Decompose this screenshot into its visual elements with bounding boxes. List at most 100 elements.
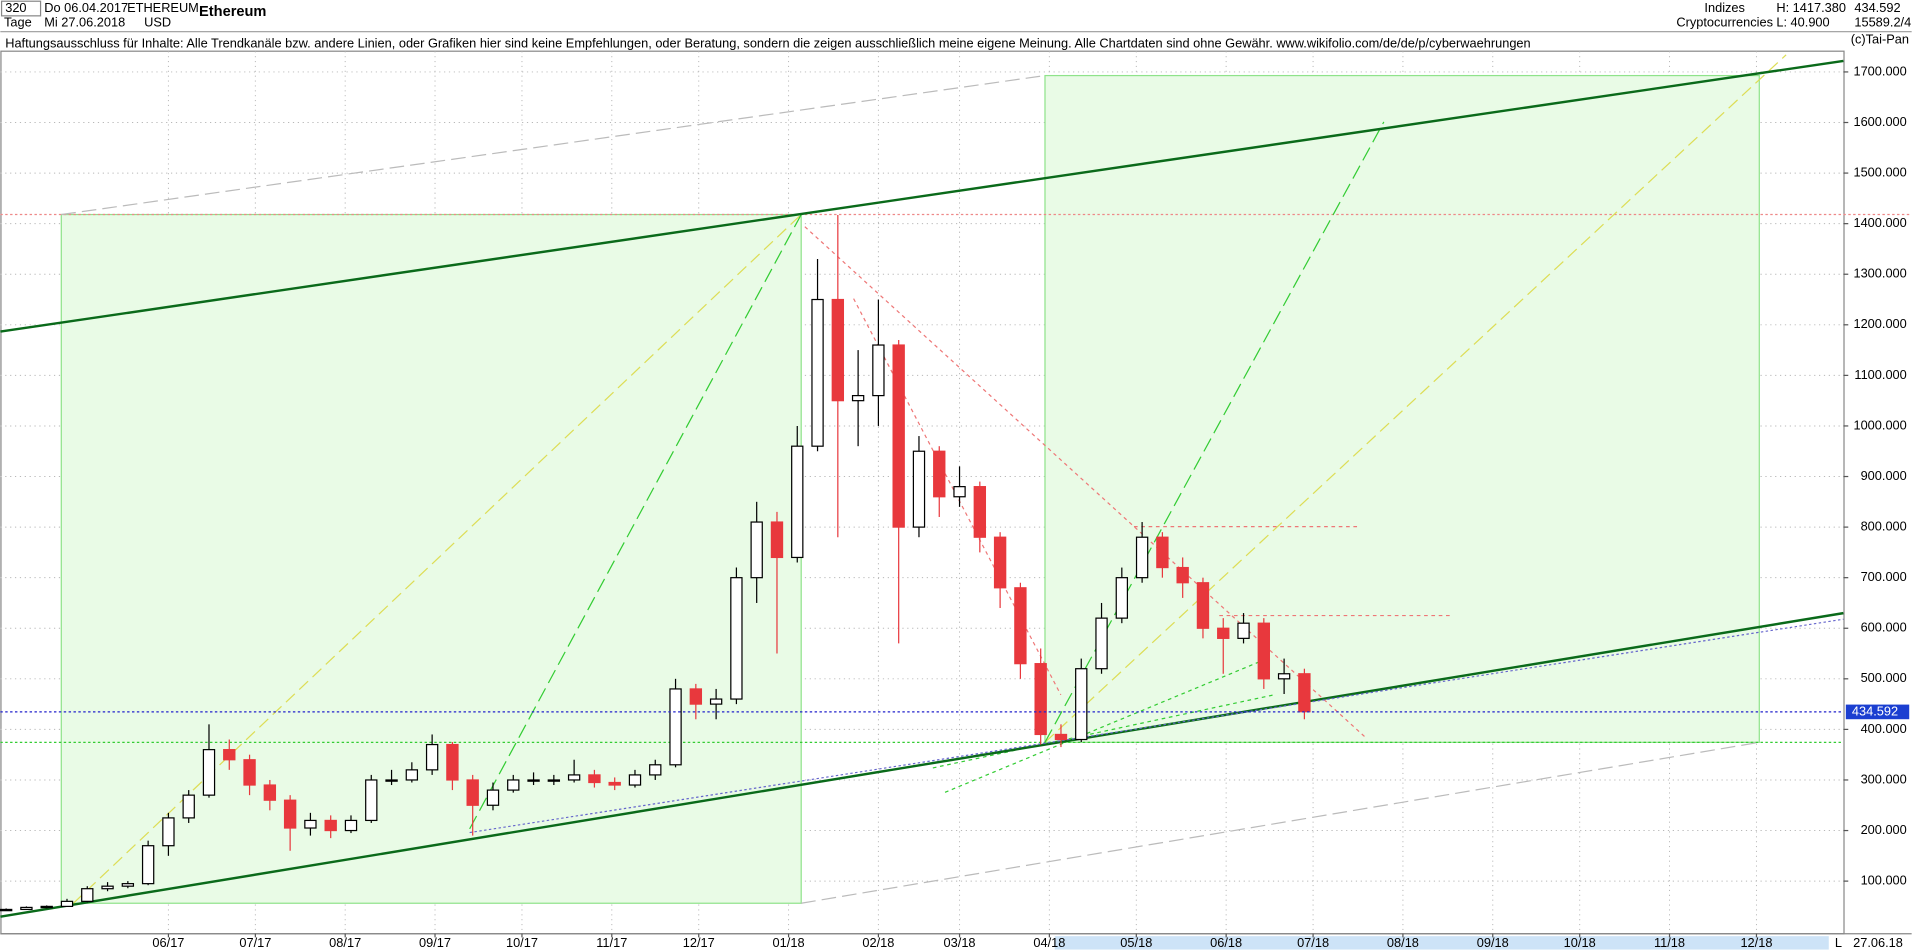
y-tick-label: 700.000 — [1861, 569, 1907, 584]
fan-line — [804, 226, 1366, 738]
candle-body — [0, 908, 13, 912]
x-tick-label: 07/18 — [1297, 935, 1329, 950]
x-tick-label: 06/17 — [152, 935, 184, 950]
candle-body — [669, 688, 682, 766]
candle-body — [689, 688, 703, 705]
x-tick-label: 06/18 — [1210, 935, 1242, 950]
period[interactable]: Tage — [4, 15, 32, 30]
candle-body — [588, 774, 601, 784]
box — [60, 213, 802, 904]
y-tick-label: 1600.000 — [1853, 114, 1906, 129]
x-tick-label: 05/18 — [1120, 935, 1152, 950]
y-tick-label: 1000.000 — [1853, 417, 1906, 432]
candle-body — [1054, 733, 1068, 741]
x-tick-label: 12/18 — [1740, 935, 1772, 950]
candle-body — [1156, 536, 1169, 569]
y-tick-label: 600.000 — [1861, 620, 1907, 635]
drawings — [0, 54, 1912, 918]
currency: USD — [144, 15, 171, 30]
last: 434.592 — [1854, 0, 1900, 15]
candle-body — [811, 298, 824, 447]
interval-box[interactable] — [0, 0, 42, 17]
y-tick-label: 300.000 — [1861, 771, 1907, 786]
footer-mode: L — [1835, 935, 1842, 950]
y-tick-label: 500.000 — [1861, 670, 1907, 685]
candle-body — [993, 536, 1007, 589]
candle-body — [1237, 622, 1250, 639]
trend-line — [0, 611, 1844, 918]
candle-body — [20, 906, 33, 911]
y-tick-label: 100.000 — [1861, 872, 1907, 887]
candle-body — [60, 900, 74, 908]
candle-body — [486, 789, 500, 806]
candle-body — [567, 774, 581, 781]
x-tick-label: 04/18 — [1033, 935, 1065, 950]
last-price-label: 434.592 — [1852, 703, 1898, 718]
x-tick-label: 10/18 — [1564, 935, 1596, 950]
candle-body — [101, 885, 114, 890]
candle-body — [344, 819, 358, 832]
candle-body — [243, 759, 256, 786]
candle-body — [40, 905, 53, 909]
y-tick-label: 1100.000 — [1854, 367, 1906, 382]
candle-body — [81, 888, 94, 902]
candle-body — [608, 781, 621, 786]
y-tick-label: 800.000 — [1861, 518, 1907, 533]
y-tick-label: 1400.000 — [1853, 215, 1906, 230]
candle-body — [1217, 627, 1230, 639]
candle-body — [1034, 663, 1047, 736]
x-tick-label: 08/18 — [1387, 935, 1419, 950]
box — [1044, 74, 1760, 743]
candle-body — [1135, 536, 1149, 579]
candle-body — [466, 779, 479, 806]
candle-body — [263, 784, 277, 801]
candle-body — [831, 298, 845, 402]
candle-body — [973, 486, 987, 538]
candle-body — [953, 486, 966, 498]
x-tick-label: 08/17 — [329, 935, 361, 950]
dash-line — [73, 214, 802, 904]
symbol: ETHEREUM — [127, 0, 199, 15]
candle-body — [446, 743, 459, 781]
y-tick-label: 200.000 — [1861, 822, 1907, 837]
candle-body — [628, 774, 642, 786]
candle-body — [709, 698, 723, 705]
candle-body — [1095, 617, 1108, 670]
candle-body — [1014, 587, 1027, 665]
y-tick-label: 900.000 — [1861, 468, 1907, 483]
candle-body — [649, 764, 662, 776]
candle-body — [1298, 673, 1311, 713]
candle-body — [182, 794, 195, 819]
disclaimer: Haftungsausschluss für Inhalte: Alle Tre… — [5, 35, 1530, 50]
y-tick-label: 1300.000 — [1853, 266, 1906, 281]
x-tick-label: 02/18 — [862, 935, 894, 950]
candle-body — [202, 749, 216, 796]
y-tick-label: 1500.000 — [1853, 164, 1906, 179]
volume: 15589.2/4 — [1854, 15, 1911, 30]
candle-body — [770, 521, 784, 559]
x-tick-label: 03/18 — [944, 935, 976, 950]
candle-body — [1257, 622, 1271, 680]
start-date: Do 06.04.2017 — [44, 0, 128, 15]
candle-body — [405, 769, 419, 781]
instrument-name: Ethereum — [199, 4, 266, 20]
sector: Cryptocurrencies — [1676, 15, 1773, 30]
interval[interactable]: 320 — [5, 0, 26, 15]
candle-body — [750, 521, 763, 579]
x-tick-label: 11/17 — [596, 935, 627, 950]
copyright: (c)Tai-Pan — [1851, 32, 1909, 47]
candle-body — [507, 779, 520, 791]
candle-body — [283, 799, 297, 829]
x-tick-label: 09/18 — [1477, 935, 1509, 950]
candle-body — [1115, 577, 1129, 619]
candle-body — [730, 577, 743, 700]
candle-body — [141, 845, 155, 885]
x-tick-label: 12/17 — [683, 935, 715, 950]
x-tick-label: 11/18 — [1654, 935, 1685, 950]
y-tick-label: 1700.000 — [1853, 63, 1906, 78]
candle-body — [385, 779, 398, 782]
scroll-range[interactable] — [1054, 936, 1829, 950]
x-tick-label: 10/17 — [506, 935, 538, 950]
candle-body — [872, 344, 885, 397]
end-date: Mi 27.06.2018 — [44, 15, 125, 30]
